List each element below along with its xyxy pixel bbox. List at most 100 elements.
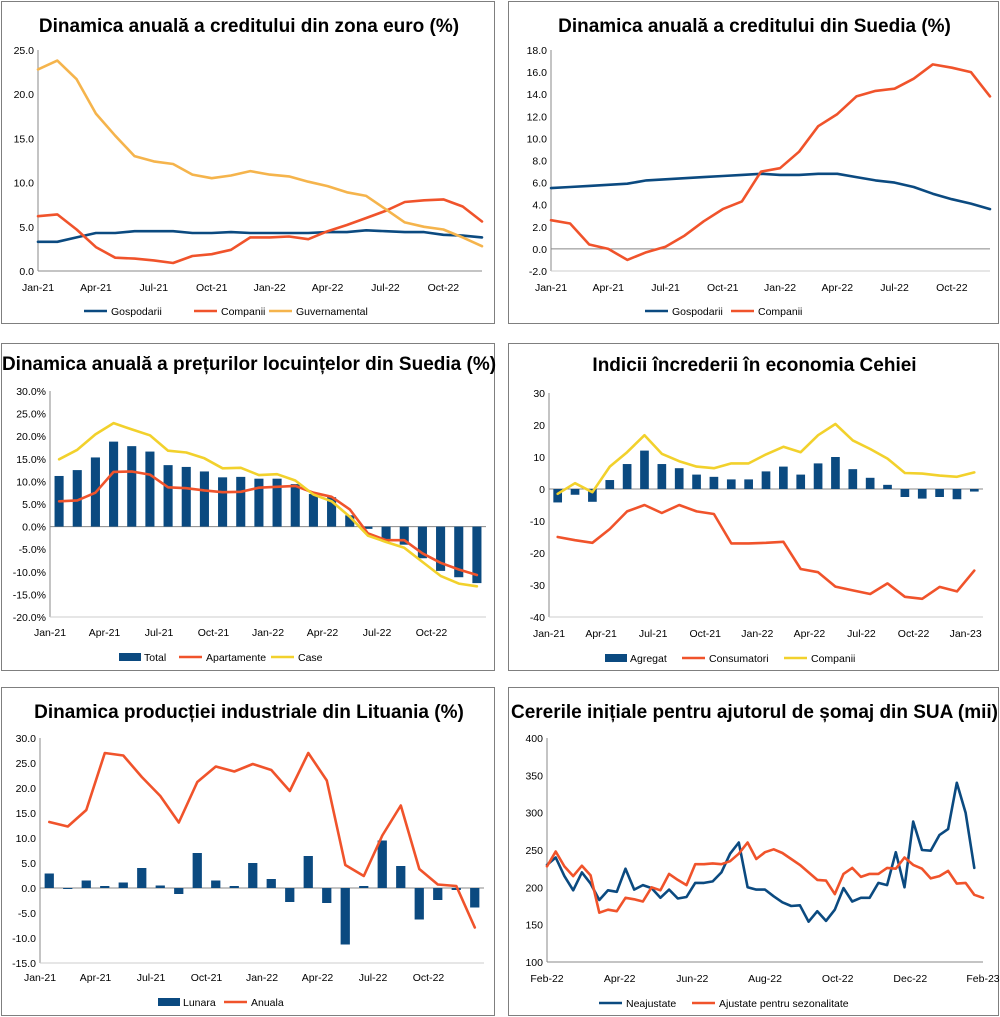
bar-total	[417, 526, 427, 559]
y-tick-label: 10	[533, 452, 545, 464]
chart-lithuania-industry: Dinamica producției industriale din Litu…	[12, 702, 484, 1009]
legend-label: Guvernamental	[296, 306, 368, 318]
chart-panel-czech-confidence: Indicii încrederii în economia Cehiei -40…	[508, 343, 999, 671]
y-tick-label: 100	[525, 957, 543, 969]
bar-agregat	[605, 480, 615, 489]
x-tick-label: Oct-22	[428, 282, 460, 294]
x-tick-label: Apr-21	[80, 972, 112, 984]
x-tick-label: Feb-22	[530, 973, 563, 985]
bar-lunara	[174, 888, 184, 894]
bar-total	[454, 526, 464, 578]
y-tick-label: 15.0	[14, 133, 35, 145]
y-tick-label: 10.0	[14, 178, 35, 190]
legend-swatch	[119, 653, 141, 661]
bar-agregat	[935, 489, 944, 497]
series-line-case	[57, 421, 479, 588]
bar-total	[163, 465, 173, 527]
bar-lunara	[155, 885, 165, 888]
legend-label: Companii	[811, 653, 855, 665]
bar-total	[472, 526, 482, 584]
bar-total	[72, 470, 82, 527]
x-tick-label: Aug-22	[748, 973, 782, 985]
bar-agregat	[865, 477, 875, 489]
y-tick-label: 20.0	[14, 89, 35, 101]
chart-czech-confidence: Indicii încrederii în economia Cehiei -40…	[530, 355, 983, 665]
bar-agregat	[831, 457, 840, 489]
y-tick-label: 150	[525, 920, 543, 932]
x-tick-label: Apr-21	[80, 282, 112, 294]
x-tick-label: Apr-22	[312, 282, 344, 294]
x-tick-label: Apr-22	[302, 972, 334, 984]
bar-lunara	[137, 868, 147, 888]
x-tick-label: Oct-21	[689, 628, 721, 640]
bar-agregat	[779, 466, 788, 489]
x-tick-label: Oct-22	[413, 972, 445, 984]
legend-label: Case	[298, 652, 323, 664]
series-line-guvernamental	[36, 59, 484, 248]
y-tick-label: -5.0	[18, 908, 36, 920]
x-tick-label: Jul-22	[363, 627, 392, 639]
bar-lunara	[248, 863, 258, 888]
y-tick-label: 0.0	[21, 883, 36, 895]
y-tick-label: 25.0	[16, 758, 37, 770]
x-tick-label: Jul-21	[137, 972, 166, 984]
series-line-anuala	[47, 751, 477, 929]
legend-label: Consumatori	[709, 653, 769, 665]
x-tick-label: Jan-21	[535, 282, 567, 294]
y-tick-label: 8.0	[532, 156, 547, 168]
bar-agregat	[657, 464, 667, 489]
y-tick-label: 10.0	[527, 133, 548, 145]
y-tick-label: 20	[533, 420, 545, 432]
legend-label: Companii	[758, 306, 802, 318]
x-tick-label: Jan-21	[533, 628, 565, 640]
y-tick-label: 25.0	[14, 45, 35, 57]
bar-lunara	[118, 882, 128, 888]
bar-total	[327, 497, 337, 527]
legend-label: Apartamente	[206, 652, 266, 664]
x-tick-label: Feb-23	[966, 973, 999, 985]
bar-lunara	[414, 888, 424, 920]
bar-agregat	[726, 479, 736, 489]
bar-agregat	[883, 484, 892, 489]
y-tick-label: 18.0	[527, 45, 548, 57]
bar-total	[181, 466, 191, 527]
y-tick-label: 4.0	[532, 200, 547, 212]
chart-sweden-housing: Dinamica anuală a prețurilor locuințelor…	[2, 354, 496, 664]
chart-panel-us-jobless-claims: Cererile inițiale pentru ajutorul de șom…	[508, 687, 1000, 1016]
y-tick-label: 5.0	[19, 222, 34, 234]
x-tick-label: Jan-22	[246, 972, 278, 984]
x-tick-label: Oct-22	[822, 973, 854, 985]
chart-sweden-credit: Dinamica anuală a creditului din Suedia …	[527, 16, 992, 318]
x-tick-label: Jul-21	[140, 282, 169, 294]
bar-agregat	[588, 489, 597, 502]
x-tick-label: Jan-22	[254, 282, 286, 294]
bar-agregat	[553, 489, 563, 503]
y-tick-label: 30.0	[16, 733, 37, 745]
legend-label: Anuala	[251, 997, 284, 1009]
bar-agregat	[796, 474, 806, 489]
bar-total	[109, 441, 119, 527]
bar-total	[290, 484, 300, 527]
x-tick-label: Apr-22	[307, 627, 339, 639]
x-tick-label: Jul-22	[371, 282, 400, 294]
bar-lunara	[63, 888, 73, 889]
bar-agregat	[622, 464, 632, 489]
bar-lunara	[229, 886, 239, 888]
y-tick-label: 5.0	[21, 858, 36, 870]
series-line-companii	[549, 63, 992, 262]
y-tick-label: 25.0%	[16, 409, 46, 421]
y-tick-label: 30.0%	[16, 386, 46, 398]
chart-panel-lithuania-industry: Dinamica producției industriale din Litu…	[1, 687, 495, 1016]
chart-eurozone-credit: Dinamica anuală a creditului din zona eu…	[14, 16, 484, 318]
y-tick-label: -20	[530, 548, 545, 560]
bar-agregat	[917, 489, 927, 499]
bar-total	[399, 526, 409, 545]
x-tick-label: Jul-21	[651, 282, 680, 294]
x-tick-label: Jul-21	[145, 627, 174, 639]
y-tick-label: 250	[525, 845, 543, 857]
chart-title: Dinamica anuală a creditului din Suedia …	[558, 16, 951, 37]
bar-lunara	[211, 880, 221, 888]
chart-title: Dinamica anuală a prețurilor locuințelor…	[2, 354, 496, 375]
bar-total	[308, 494, 318, 527]
bar-agregat	[674, 468, 684, 489]
